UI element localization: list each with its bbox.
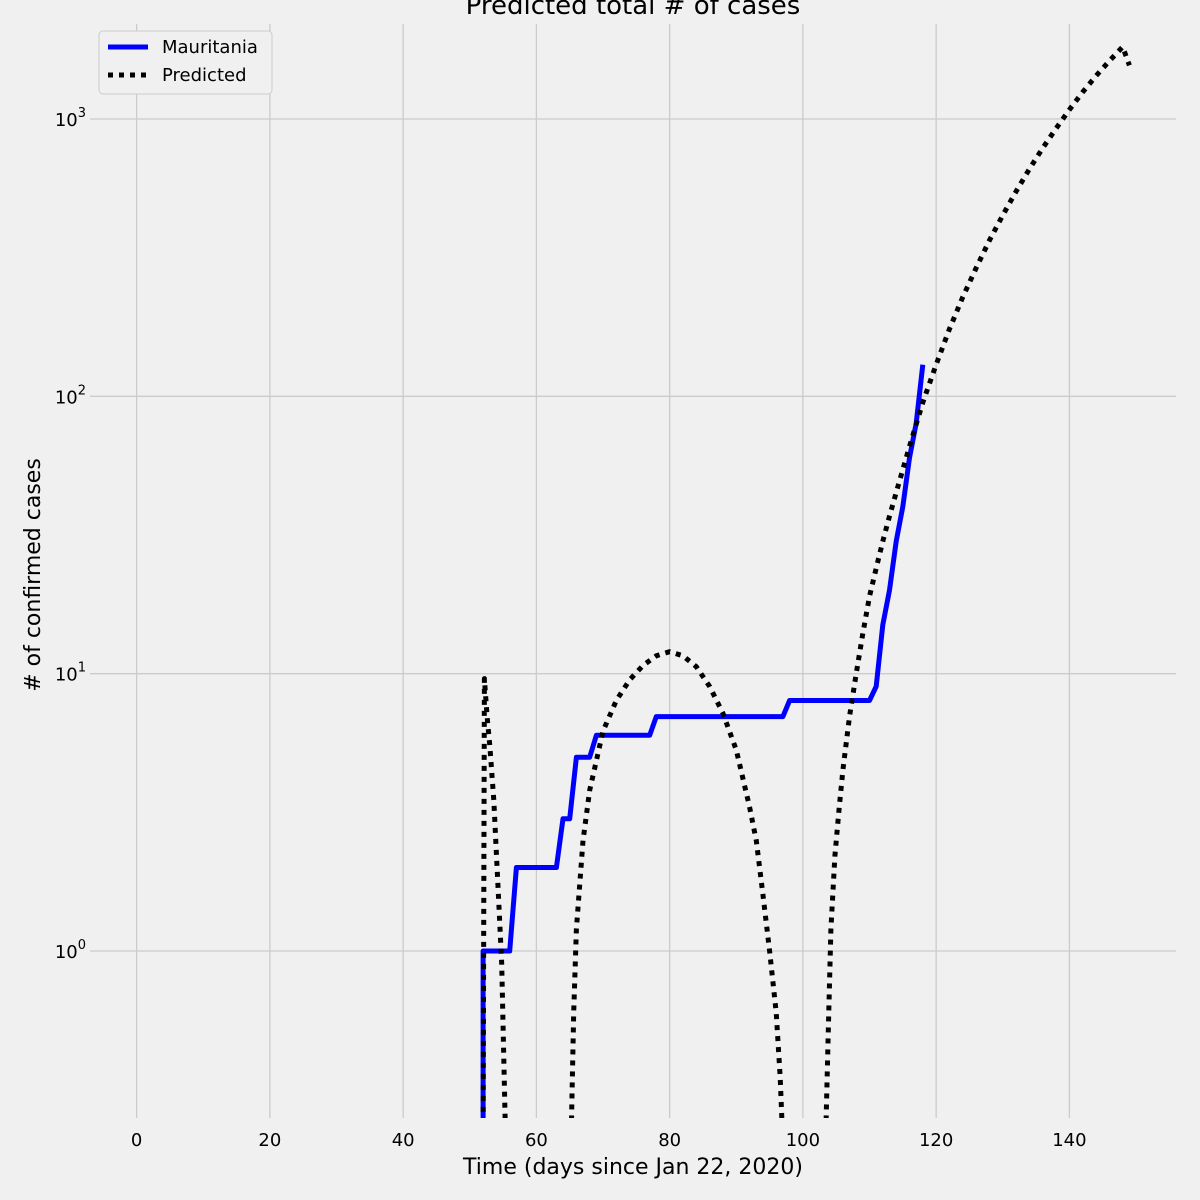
y-tick-label: 102 [55, 383, 86, 408]
x-tick-label: 140 [1052, 1130, 1086, 1151]
x-tick-label: 20 [258, 1130, 281, 1151]
x-tick-label: 100 [786, 1130, 820, 1151]
legend: Mauritania Predicted [98, 30, 273, 95]
series-layer [480, 44, 1132, 1118]
legend-label-mauritania: Mauritania [162, 37, 258, 58]
x-tick-label: 0 [131, 1130, 142, 1151]
plot-area [90, 24, 1176, 1118]
x-tick-label: 40 [392, 1130, 415, 1151]
y-tick-label: 103 [55, 106, 86, 131]
tick-labels: 0 20 40 60 80 100 120 140 100 101 102 103 [55, 106, 1087, 1151]
x-tick-label: 80 [658, 1130, 681, 1151]
series-line-mauritania [480, 364, 926, 1118]
legend-label-predicted: Predicted [162, 65, 247, 86]
y-tick-label: 100 [55, 938, 86, 963]
y-axis-label: # of confirmed cases [21, 458, 46, 692]
y-tick-label: 101 [55, 661, 86, 686]
series-line-predicted [480, 44, 1132, 1118]
x-tick-label: 60 [525, 1130, 548, 1151]
x-axis-label: Time (days since Jan 22, 2020) [462, 1155, 803, 1180]
x-tick-label: 120 [919, 1130, 953, 1151]
grid [90, 24, 1176, 1118]
chart-title: Predicted total # of cases [466, 0, 801, 21]
